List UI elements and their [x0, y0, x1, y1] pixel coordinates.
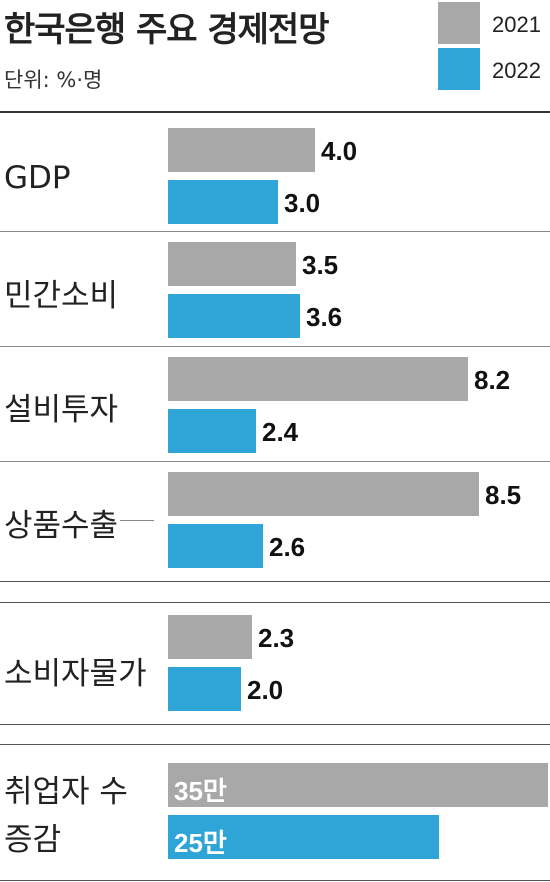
bar-2022: [168, 815, 439, 859]
bar-value-label: 2.6: [269, 532, 306, 562]
legend-swatch-2022: [438, 48, 480, 90]
category-label: GDP: [4, 160, 71, 196]
section-rule: [0, 744, 550, 745]
footer-rule: [0, 880, 550, 881]
bar-value-label: 25만: [174, 828, 227, 858]
bar-2021: [168, 763, 548, 807]
section-rule: [0, 581, 550, 582]
bar-2021: [168, 357, 468, 401]
category-label: 소비자물가: [4, 656, 147, 692]
category-label: 민간소비: [4, 278, 119, 314]
legend-swatch-2021: [438, 2, 480, 44]
bar-value-label: 3.5: [302, 250, 339, 280]
category-label: 취업자 수 증감: [4, 768, 154, 864]
bar-2022: [168, 409, 256, 453]
section-rule: [0, 346, 550, 347]
section-rule: [0, 231, 550, 232]
section-rule: [0, 602, 550, 603]
legend-label-2022: 2022: [492, 58, 541, 83]
bar-value-label: 8.2: [474, 365, 511, 395]
bar-2022: [168, 294, 300, 338]
bar-value-label: 8.5: [485, 480, 522, 510]
category-label: 설비투자: [4, 392, 119, 428]
bar-2022: [168, 667, 241, 711]
unit-label: 단위: %·명: [4, 68, 103, 92]
bar-value-label: 4.0: [321, 136, 358, 166]
bar-2022: [168, 524, 263, 568]
category-label-line: 취업자 수 증감: [4, 774, 128, 858]
bar-value-label: 3.6: [306, 302, 343, 332]
bar-value-label: 2.3: [258, 623, 295, 653]
bar-2021: [168, 472, 479, 516]
section-rule: [0, 461, 550, 462]
bar-2022: [168, 180, 278, 224]
bar-value-label: 2.0: [247, 675, 284, 705]
bar-value-label: 2.4: [262, 417, 299, 447]
legend-label-2021: 2021: [492, 12, 541, 37]
category-label: 상품수출: [4, 508, 119, 544]
bar-2021: [168, 615, 252, 659]
header-rule: [0, 111, 550, 113]
bar-value-label: 35만: [174, 776, 227, 806]
bar-2021: [168, 242, 296, 286]
category-label-tick: [120, 520, 154, 521]
bar-value-label: 3.0: [284, 188, 321, 218]
chart-title: 한국은행 주요 경제전망: [4, 10, 329, 50]
bar-2021: [168, 128, 315, 172]
section-rule: [0, 724, 550, 725]
